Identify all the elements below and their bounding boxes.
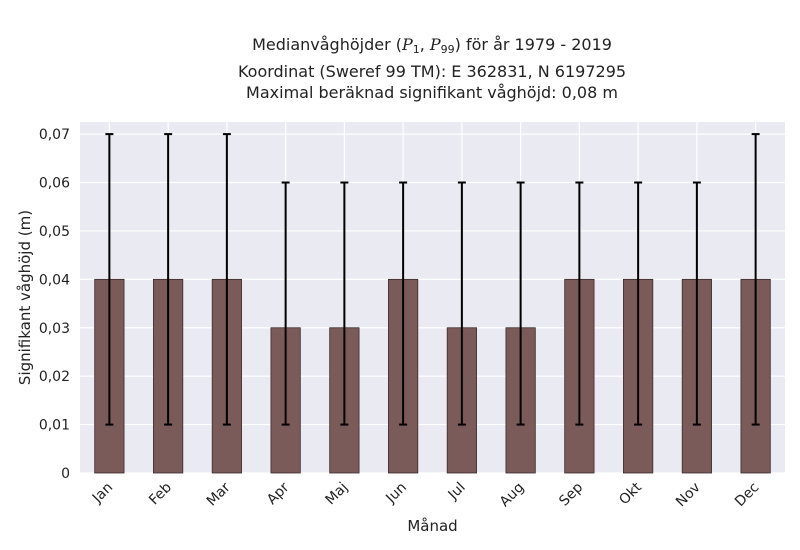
x-tick-label: Dec bbox=[732, 480, 762, 510]
x-axis-ticks: Jan Feb Mar Apr Maj Jun Jul Aug Sep Okt Nov Dec bbox=[89, 479, 763, 510]
x-tick-label: Mar bbox=[204, 479, 234, 509]
error-bars bbox=[105, 133, 760, 426]
plot-area bbox=[80, 122, 785, 473]
y-axis-ticks: 0 0,01 0,02 0,03 0,04 0,05 0,06 0,07 bbox=[39, 127, 70, 482]
x-tick-label: Okt bbox=[616, 479, 645, 508]
x-tick-label: Feb bbox=[146, 479, 175, 508]
y-tick-label: 0,01 bbox=[39, 418, 70, 434]
y-tick-label: 0,03 bbox=[39, 321, 70, 337]
x-tick-label: Apr bbox=[264, 479, 293, 508]
y-tick-label: 0,06 bbox=[39, 176, 70, 192]
x-tick-label: Nov bbox=[673, 480, 704, 511]
x-tick-label: Maj bbox=[323, 480, 352, 509]
x-axis-label: Månad bbox=[407, 517, 457, 535]
y-tick-label: 0,05 bbox=[39, 224, 70, 240]
x-tick-label: Jan bbox=[89, 480, 116, 507]
title-line-3: Maximal beräknad signifikant våghöjd: 0,… bbox=[246, 83, 618, 102]
x-tick-label: Sep bbox=[556, 479, 586, 509]
title-line-1: Medianvåghöjder (P1, P99) för år 1979 - … bbox=[252, 35, 612, 56]
chart-title: Medianvåghöjder (P1, P99) för år 1979 - … bbox=[0, 34, 800, 104]
y-axis-label: Signifikant våghöjd (m) bbox=[16, 210, 34, 385]
x-tick-label: Jul bbox=[445, 480, 469, 504]
x-tick-label: Aug bbox=[497, 480, 528, 511]
title-line-2: Koordinat (Sweref 99 TM): E 362831, N 61… bbox=[237, 61, 627, 81]
y-tick-label: 0,02 bbox=[39, 369, 70, 385]
y-tick-label: 0,07 bbox=[39, 127, 70, 143]
y-tick-label: 0 bbox=[61, 466, 70, 482]
y-tick-label: 0,04 bbox=[39, 272, 70, 288]
x-tick-label: Jun bbox=[382, 480, 409, 507]
